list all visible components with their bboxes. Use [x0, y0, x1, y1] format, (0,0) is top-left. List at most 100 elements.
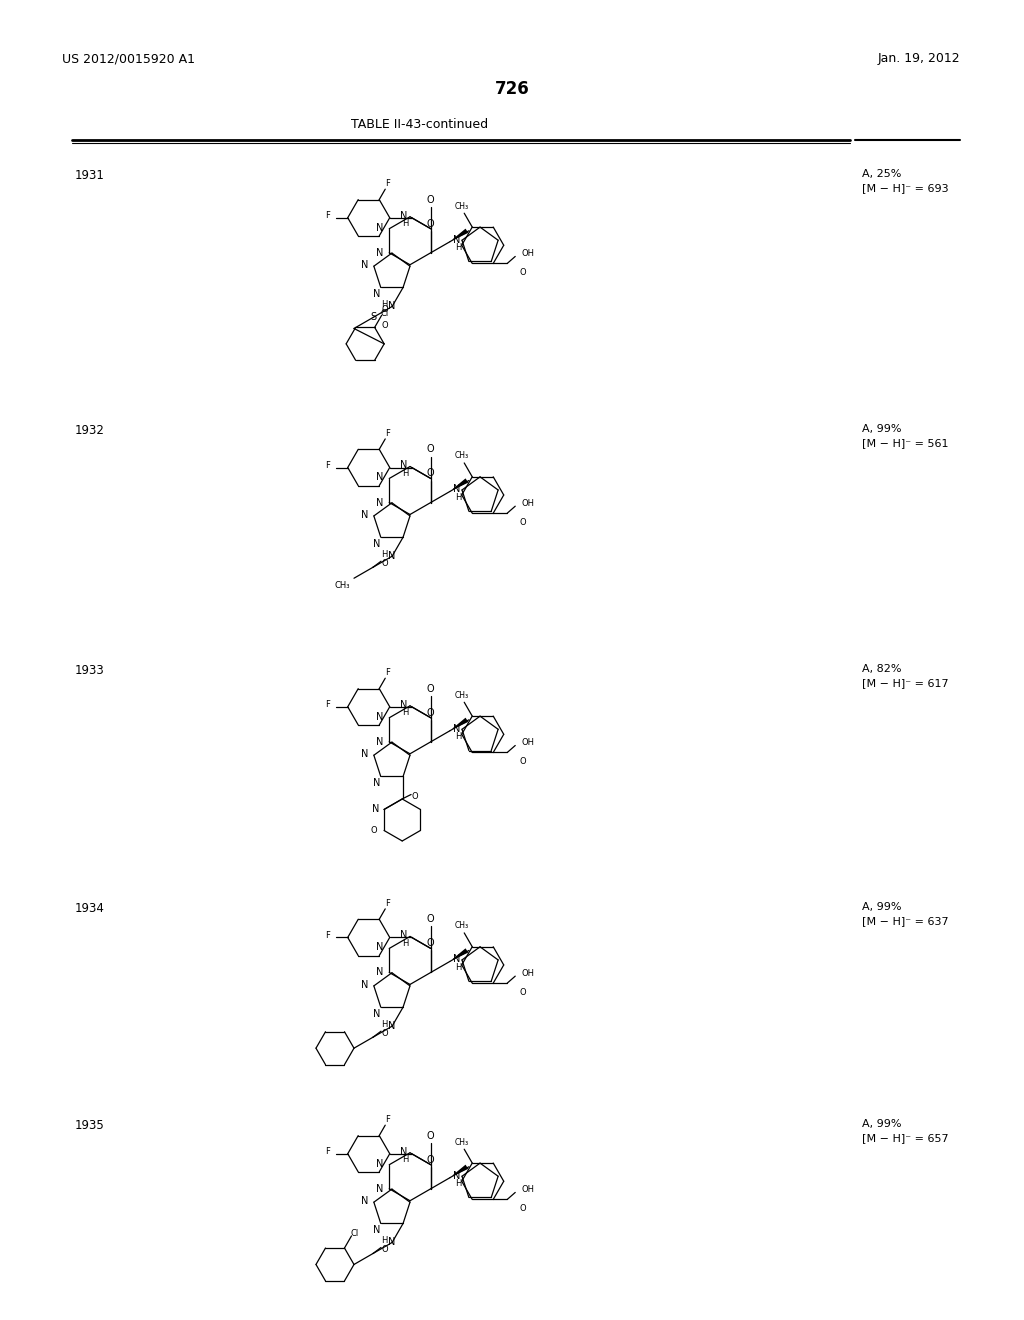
Text: N: N: [453, 723, 460, 734]
Text: N: N: [400, 461, 408, 470]
Text: F: F: [385, 1115, 390, 1125]
Text: CH₃: CH₃: [455, 921, 468, 931]
Text: F: F: [385, 180, 390, 189]
Polygon shape: [453, 478, 468, 490]
Text: N: N: [372, 804, 379, 814]
Text: H: H: [455, 1179, 461, 1188]
Text: N: N: [453, 235, 460, 244]
Text: O: O: [427, 219, 434, 228]
Text: O: O: [427, 445, 434, 454]
Text: H: H: [381, 1236, 387, 1245]
Text: Jan. 19, 2012: Jan. 19, 2012: [878, 51, 961, 65]
Text: 1931: 1931: [75, 169, 104, 182]
Text: N: N: [400, 931, 408, 940]
Text: N: N: [453, 954, 460, 965]
Text: N: N: [373, 1225, 381, 1236]
Text: N: N: [373, 539, 381, 549]
Text: CH₃: CH₃: [455, 690, 468, 700]
Text: O: O: [382, 1245, 388, 1254]
Text: H: H: [381, 549, 387, 558]
Text: O: O: [427, 1131, 434, 1140]
Text: O: O: [427, 1155, 434, 1164]
Text: OH: OH: [521, 969, 535, 978]
Text: F: F: [325, 1147, 330, 1156]
Text: CH₃: CH₃: [335, 581, 350, 590]
Text: F: F: [325, 701, 330, 709]
Text: O: O: [519, 756, 526, 766]
Text: OH: OH: [521, 1185, 535, 1193]
Text: H: H: [402, 1155, 409, 1164]
Text: N: N: [376, 223, 383, 232]
Text: OH: OH: [521, 738, 535, 747]
Text: H: H: [455, 243, 461, 252]
Text: O: O: [519, 517, 526, 527]
Text: F: F: [385, 899, 390, 908]
Text: N: N: [376, 711, 383, 722]
Text: O: O: [382, 1028, 388, 1038]
Text: O: O: [427, 915, 434, 924]
Text: A, 99%: A, 99%: [862, 424, 901, 434]
Text: [M − H]⁻ = 637: [M − H]⁻ = 637: [862, 916, 948, 927]
Text: [M − H]⁻ = 617: [M − H]⁻ = 617: [862, 678, 948, 688]
Text: CH₃: CH₃: [455, 1138, 468, 1147]
Text: N: N: [400, 211, 408, 220]
Text: 1932: 1932: [75, 424, 104, 437]
Text: H: H: [455, 492, 461, 502]
Text: N: N: [376, 1159, 383, 1168]
Text: N: N: [361, 979, 369, 990]
Text: O: O: [427, 195, 434, 205]
Polygon shape: [453, 718, 468, 729]
Text: OH: OH: [521, 499, 535, 508]
Text: O: O: [382, 558, 388, 568]
Text: N: N: [361, 260, 369, 271]
Text: H: H: [455, 733, 461, 742]
Text: F: F: [385, 429, 390, 438]
Text: A, 99%: A, 99%: [862, 902, 901, 912]
Text: O: O: [519, 268, 526, 277]
Text: O: O: [427, 469, 434, 479]
Text: N: N: [376, 968, 383, 977]
Text: H: H: [402, 709, 409, 717]
Text: N: N: [400, 700, 408, 710]
Text: O: O: [412, 792, 419, 801]
Text: CH₃: CH₃: [455, 202, 468, 211]
Text: H: H: [455, 964, 461, 972]
Text: H: H: [381, 1019, 387, 1028]
Text: H: H: [402, 219, 409, 228]
Text: N: N: [361, 1196, 369, 1206]
Text: 1935: 1935: [75, 1119, 104, 1133]
Text: N: N: [400, 1147, 408, 1156]
Text: F: F: [325, 211, 330, 220]
Text: O: O: [382, 321, 388, 330]
Polygon shape: [453, 948, 468, 960]
Text: N: N: [373, 289, 381, 300]
Text: O: O: [519, 1204, 526, 1213]
Polygon shape: [453, 1164, 468, 1176]
Text: S: S: [370, 313, 376, 322]
Text: N: N: [376, 248, 383, 257]
Text: F: F: [385, 668, 390, 677]
Text: A, 99%: A, 99%: [862, 1119, 901, 1129]
Text: F: F: [325, 931, 330, 940]
Text: O: O: [382, 305, 388, 314]
Text: O: O: [427, 708, 434, 718]
Text: N: N: [376, 737, 383, 747]
Text: TABLE II-43-continued: TABLE II-43-continued: [351, 117, 488, 131]
Text: N: N: [388, 1237, 396, 1247]
Text: [M − H]⁻ = 657: [M − H]⁻ = 657: [862, 1133, 948, 1143]
Text: N: N: [388, 552, 396, 561]
Text: N: N: [373, 779, 381, 788]
Text: N: N: [376, 942, 383, 953]
Text: US 2012/0015920 A1: US 2012/0015920 A1: [62, 51, 195, 65]
Text: H: H: [381, 300, 387, 309]
Text: N: N: [388, 301, 396, 312]
Text: 1934: 1934: [75, 902, 104, 915]
Text: O: O: [371, 826, 377, 836]
Text: O: O: [427, 684, 434, 694]
Text: 726: 726: [495, 81, 529, 98]
Text: OH: OH: [521, 249, 535, 257]
Text: N: N: [376, 1184, 383, 1193]
Text: O: O: [519, 987, 526, 997]
Text: F: F: [325, 461, 330, 470]
Text: N: N: [376, 498, 383, 507]
